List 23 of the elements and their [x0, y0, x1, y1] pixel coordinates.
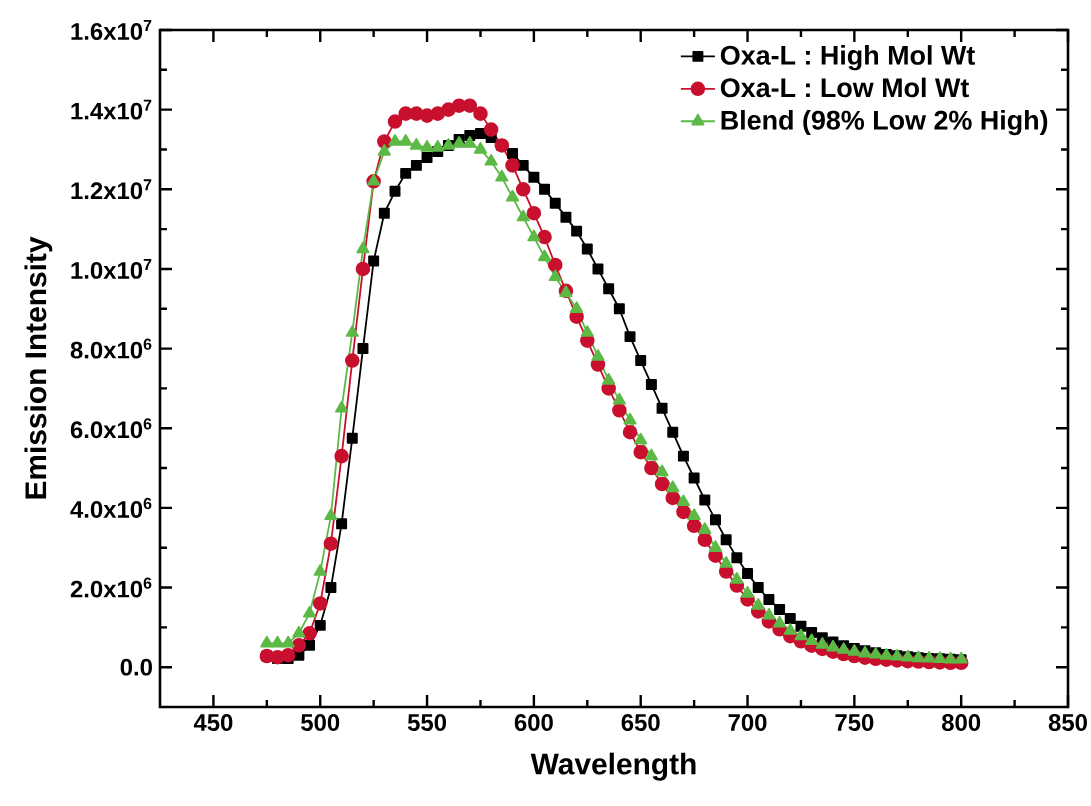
- y-tick-label: 8.0x10$^{6}$: [70, 338, 152, 359]
- y-tick-label: 0.0: [120, 658, 152, 676]
- x-axis-title: Wavelength: [530, 752, 696, 781]
- x-tick-label: 750: [835, 714, 874, 731]
- x-tick-label: 600: [514, 714, 553, 731]
- y-tick-label: 1.4x10$^{7}$: [71, 99, 152, 120]
- legend-label: Oxa-L : Low Mol Wt: [720, 77, 969, 98]
- x-tick-label: 850: [1048, 714, 1087, 731]
- y-tick-label: 6.0x10$^{6}$: [70, 418, 152, 439]
- y-tick-label: 1.0x10$^{7}$: [71, 259, 152, 279]
- y-tick-label: 1.6x10$^{7}$: [71, 20, 152, 40]
- x-tick-label: 500: [301, 714, 340, 731]
- x-tick-label: 700: [728, 714, 767, 731]
- legend-label: Oxa-L : High Mol Wt: [720, 45, 975, 71]
- y-tick-label: 4.0x10$^{6}$: [70, 497, 152, 518]
- x-tick-label: 450: [193, 714, 233, 731]
- y-tick-label: 1.2x10$^{7}$: [71, 179, 152, 200]
- y-tick-label: 2.0x10$^{6}$: [70, 577, 152, 598]
- y-axis-title: Emission Intensity: [24, 236, 53, 499]
- legend-label: Blend (98% Low 2% High): [721, 110, 1048, 136]
- x-tick-label: 800: [941, 714, 981, 731]
- x-tick-label: 650: [621, 714, 660, 731]
- x-tick-label: 550: [407, 714, 447, 731]
